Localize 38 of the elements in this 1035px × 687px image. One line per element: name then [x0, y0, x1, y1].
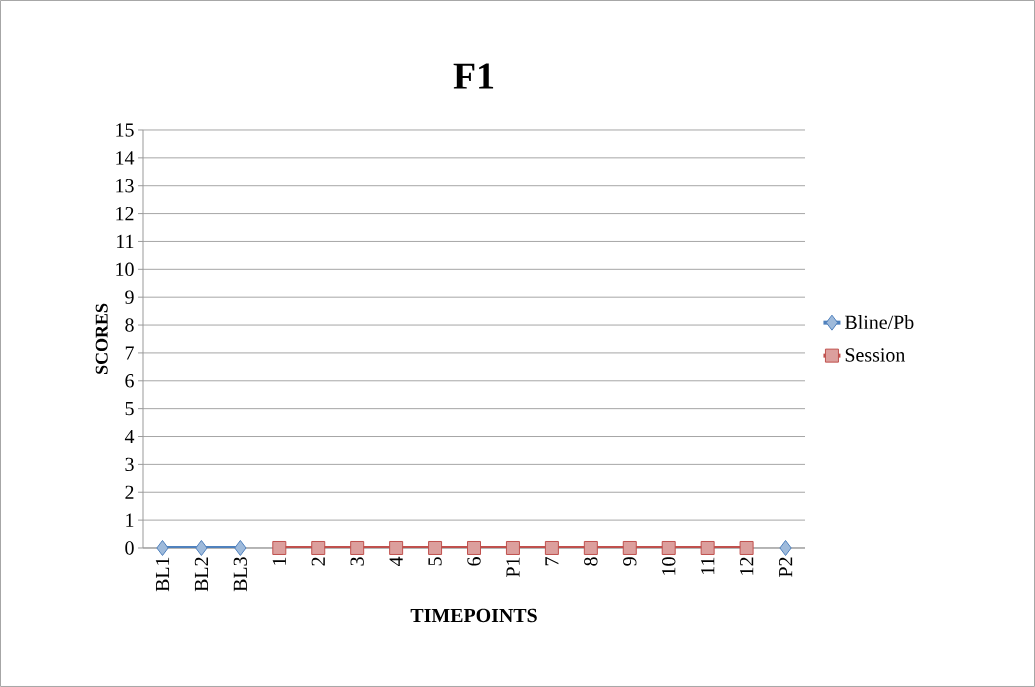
- y-tick-label: 12: [116, 206, 134, 221]
- x-tick-label: 11: [701, 557, 715, 574]
- x-tick-label: 2: [311, 557, 325, 566]
- x-tick-label: BL2: [194, 557, 209, 592]
- y-tick-label: 2: [125, 485, 134, 499]
- x-tick-label: 1: [272, 557, 286, 565]
- x-tick-label: 10: [661, 557, 676, 575]
- y-tick-label: 3: [125, 457, 134, 472]
- x-tick-label: 6: [467, 557, 481, 566]
- x-tick-label: P2: [778, 557, 793, 577]
- y-tick-label: 9: [125, 290, 134, 304]
- x-tick-label: 9: [623, 557, 637, 566]
- x-tick-label: 3: [350, 557, 364, 566]
- x-axis-title: TIMEPOINTS: [410, 608, 537, 623]
- y-tick-label: 6: [125, 374, 134, 388]
- y-tick-label: 5: [125, 402, 134, 416]
- x-tick-label: BL1: [155, 557, 170, 592]
- y-tick-label: 1: [126, 513, 134, 527]
- y-tick-label: 14: [116, 151, 135, 165]
- y-tick-label: 11: [117, 234, 134, 249]
- y-tick-label: 15: [116, 123, 134, 137]
- x-tick-label: 5: [428, 557, 442, 566]
- y-tick-label: 10: [116, 262, 134, 277]
- y-tick-label: 8: [125, 318, 134, 332]
- x-tick-label: 8: [584, 557, 598, 566]
- chart-title: F1: [453, 63, 494, 89]
- x-tick-label: 4: [389, 556, 403, 567]
- y-tick-label: 13: [116, 179, 134, 193]
- x-tick-label: 12: [740, 557, 754, 575]
- y-tick-label: 4: [124, 429, 135, 444]
- x-tick-label: BL3: [233, 557, 248, 592]
- x-tick-label: 7: [545, 557, 559, 566]
- legend-label: Bline/Pb: [845, 314, 914, 329]
- legend-label: Session: [845, 348, 906, 362]
- y-tick-label: 7: [125, 346, 134, 360]
- y-axis-title: SCORES: [95, 303, 108, 374]
- x-tick-label: P1: [506, 557, 520, 577]
- y-tick-label: 0: [125, 541, 134, 555]
